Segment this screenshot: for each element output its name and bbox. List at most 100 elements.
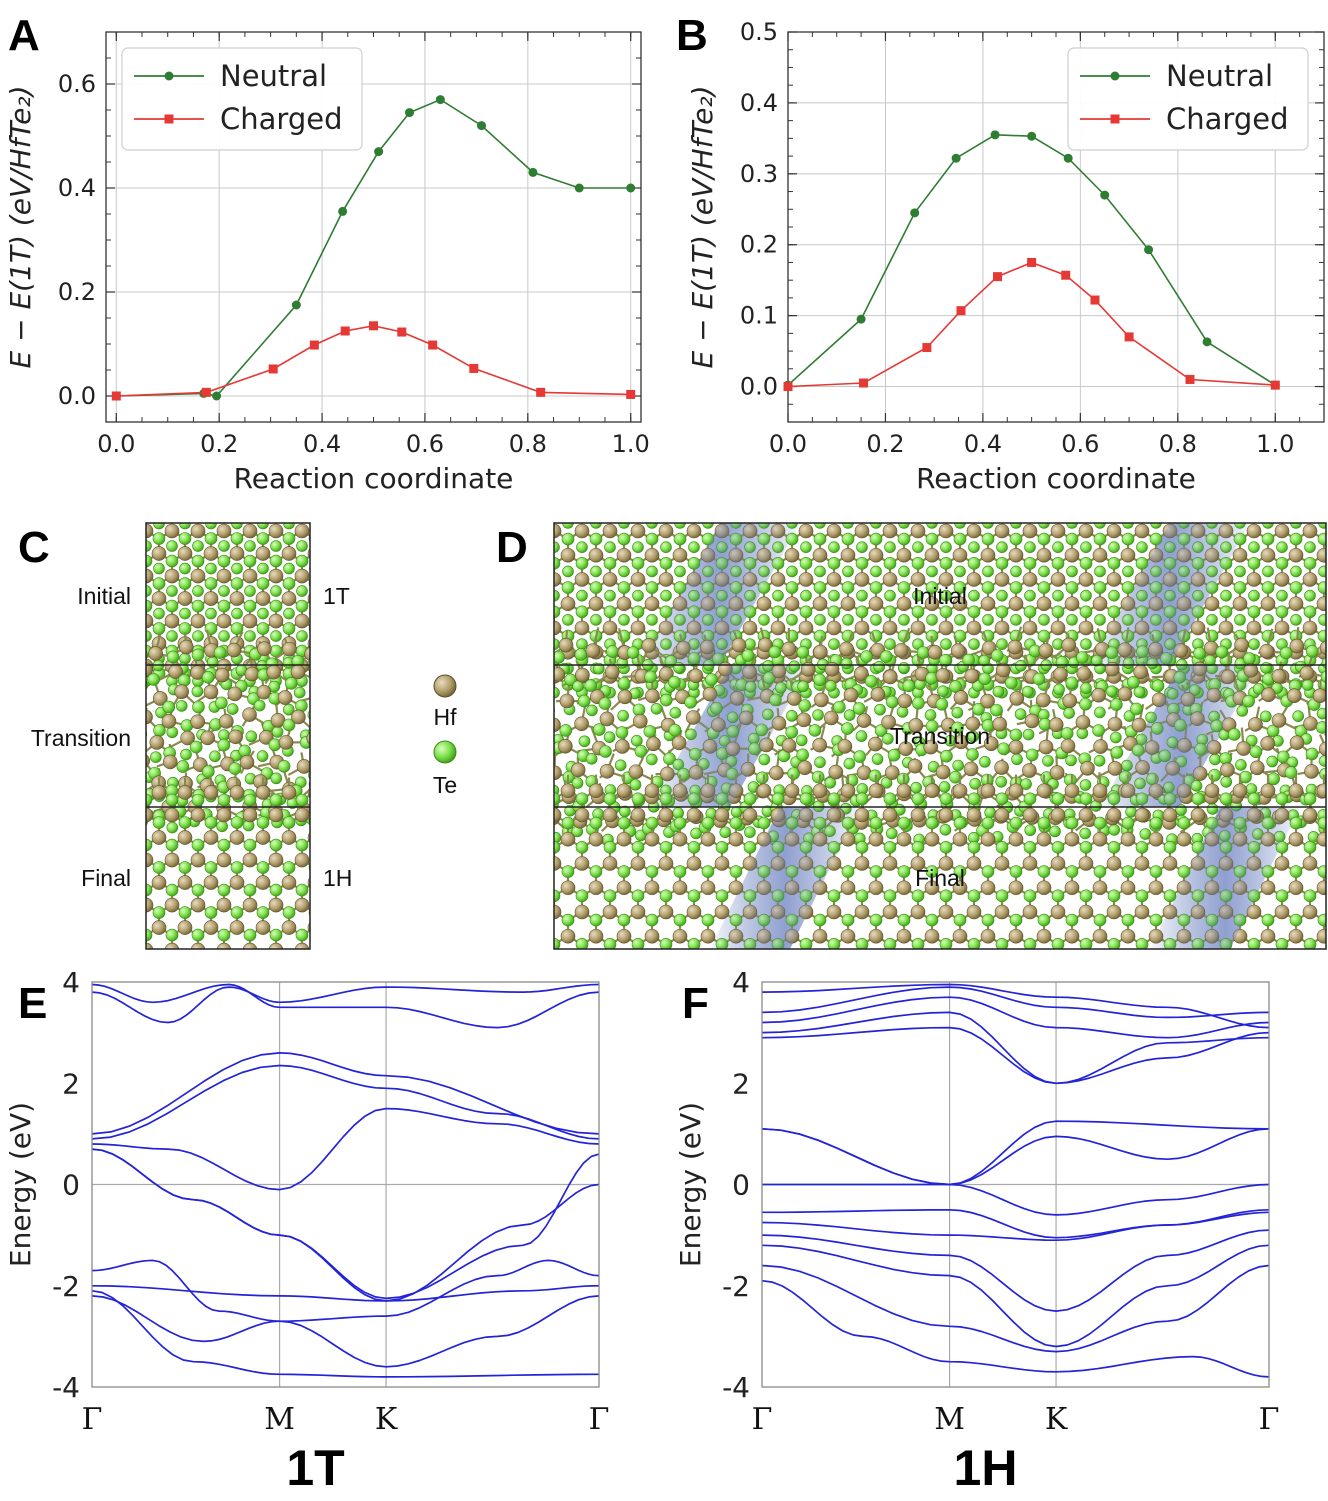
te-atom — [1136, 541, 1148, 553]
te-atom — [323, 676, 334, 687]
hf-atom — [146, 662, 153, 678]
te-atom — [296, 630, 308, 642]
hf-atom — [126, 644, 140, 658]
bond — [107, 531, 120, 539]
hf-atom — [1008, 547, 1024, 563]
te-atom — [230, 532, 244, 545]
hf-atom — [308, 780, 310, 789]
hf-atom — [294, 852, 310, 868]
te-atom — [1009, 581, 1023, 594]
te-atom — [146, 540, 152, 552]
bond — [526, 839, 540, 847]
te-atom — [1079, 779, 1092, 791]
te-atom — [786, 710, 798, 722]
te-atom — [192, 585, 204, 597]
te-atom — [243, 599, 257, 613]
te-atom — [178, 861, 192, 874]
te-atom — [243, 928, 257, 942]
te-atom — [1079, 827, 1091, 840]
te-atom — [951, 721, 964, 735]
hf-atom — [113, 943, 127, 957]
te-atom — [256, 861, 270, 874]
bond — [328, 905, 341, 913]
te-atom — [800, 541, 812, 553]
te-atom — [617, 709, 629, 722]
te-atom — [180, 748, 192, 761]
bond — [115, 651, 133, 655]
te-atom — [629, 778, 642, 791]
te-atom — [978, 672, 992, 686]
hf-atom — [938, 620, 954, 636]
te-atom — [309, 610, 310, 617]
hf-atom — [1049, 765, 1065, 780]
te-atom — [940, 589, 952, 602]
te-atom — [146, 696, 147, 702]
hf-atom — [560, 547, 576, 563]
te-atom — [852, 702, 866, 715]
te-atom — [855, 557, 869, 570]
hf-atom — [190, 942, 206, 949]
bond — [136, 694, 140, 699]
te-atom — [217, 554, 231, 568]
te-atom — [967, 557, 981, 570]
bond — [554, 627, 555, 630]
te-atom — [179, 652, 191, 665]
y-tick-label: 0.2 — [740, 231, 778, 259]
te-atom — [1219, 605, 1233, 619]
bond — [120, 905, 133, 913]
te-atom — [631, 605, 645, 619]
te-atom — [912, 696, 925, 710]
hf-atom — [519, 621, 533, 635]
hf-atom — [616, 547, 632, 563]
te-atom — [673, 532, 687, 546]
te-atom — [926, 565, 938, 578]
te-atom — [1093, 581, 1107, 594]
data-point — [369, 321, 378, 331]
hf-atom — [130, 734, 144, 748]
hf-atom — [281, 830, 297, 845]
te-atom — [244, 510, 256, 522]
hf-atom — [518, 762, 532, 776]
te-atom — [344, 771, 355, 782]
te-atom — [1093, 532, 1107, 546]
te-atom — [333, 751, 344, 762]
hf-atom — [255, 830, 271, 845]
te-atom — [1303, 605, 1317, 619]
te-atom — [309, 523, 310, 527]
hf-atom — [966, 620, 982, 636]
bond — [316, 785, 326, 799]
te-atom — [562, 614, 574, 626]
bond — [121, 672, 136, 682]
te-atom — [191, 648, 205, 662]
hf-atom — [896, 547, 912, 563]
hf-atom — [1091, 687, 1106, 703]
te-atom — [593, 662, 605, 675]
te-atom — [1260, 710, 1272, 723]
hf-atom — [1299, 665, 1315, 681]
te-atom — [165, 554, 179, 568]
te-atom — [554, 650, 565, 664]
te-atom — [228, 762, 242, 775]
te-atom — [972, 702, 985, 716]
te-atom — [1234, 614, 1246, 626]
bond — [107, 621, 120, 629]
te-atom — [576, 541, 588, 553]
hf-atom — [203, 684, 219, 700]
hf-atom — [897, 693, 913, 709]
te-atom — [1276, 589, 1288, 602]
te-atom — [911, 557, 925, 570]
te-atom — [319, 657, 331, 669]
te-atom — [1248, 541, 1260, 553]
bond — [315, 815, 328, 823]
te-atom — [1021, 685, 1034, 698]
bond — [1058, 507, 1072, 515]
te-atom — [257, 952, 269, 964]
te-atom — [785, 725, 799, 739]
bond — [142, 751, 143, 761]
te-atom — [841, 722, 854, 735]
te-atom — [1105, 685, 1118, 698]
hf-atom — [994, 620, 1010, 636]
te-atom — [787, 767, 800, 780]
te-atom — [897, 532, 911, 546]
te-atom — [256, 532, 270, 545]
